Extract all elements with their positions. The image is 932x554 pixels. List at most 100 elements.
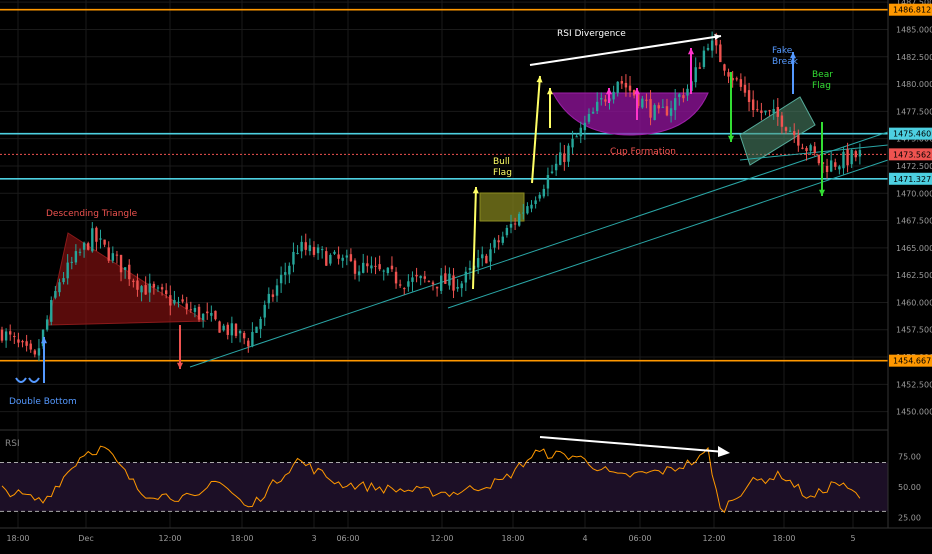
- rsi-divergence-line: [539, 436, 726, 453]
- candle-body: [193, 308, 197, 312]
- price-tick-label: 1450.000: [896, 408, 932, 417]
- candle-body: [554, 163, 558, 171]
- candle-body: [559, 152, 562, 165]
- candle-body: [99, 238, 102, 240]
- candle-body: [583, 122, 587, 131]
- bull-flag-label-line1: Bull: [493, 157, 510, 167]
- rsi-title: RSI: [5, 439, 20, 449]
- rsi-divergence-price-arrow: [529, 35, 722, 66]
- candle-body: [751, 99, 755, 111]
- bull-flag-label-line2: Flag: [493, 168, 512, 178]
- candle-body: [846, 149, 849, 166]
- candle-body: [415, 274, 418, 277]
- candle-body: [242, 332, 246, 339]
- bear-flag-shape: [739, 96, 816, 166]
- candle-body: [530, 204, 533, 209]
- candle-body: [128, 264, 131, 280]
- candle-body: [756, 109, 759, 111]
- price-tick-label: 1485.000: [896, 25, 932, 34]
- cup-formation-label: Cup Formation: [610, 147, 676, 157]
- candle-body: [534, 200, 537, 205]
- candle-body: [345, 255, 348, 258]
- candle-body: [111, 253, 115, 261]
- rsi-tick-label: 75.00: [898, 452, 921, 461]
- candle-body: [678, 94, 681, 97]
- candle-body: [58, 282, 61, 293]
- candle-body: [394, 271, 398, 284]
- candle-body: [382, 270, 385, 272]
- candle-body: [173, 299, 176, 304]
- candle-body: [132, 280, 135, 282]
- candle-body: [686, 88, 689, 96]
- candle-body: [440, 275, 443, 291]
- rsi-divergence-arrowhead: [718, 446, 730, 457]
- candle-body: [4, 331, 8, 341]
- time-tick-label: 06:00: [628, 534, 651, 543]
- time-tick-label: Dec: [78, 534, 93, 543]
- fake-break-arrow-head: [789, 52, 797, 59]
- candle-body: [776, 107, 779, 117]
- candle-body: [398, 284, 402, 286]
- candle-body: [793, 131, 796, 135]
- candle-body: [497, 240, 500, 243]
- candle-body: [374, 265, 377, 267]
- candle-body: [189, 309, 193, 311]
- drop-arrow-1-head: [727, 135, 735, 142]
- channel-line-lower: [447, 159, 889, 309]
- time-tick-label: 12:00: [158, 534, 181, 543]
- candle-body: [850, 149, 853, 165]
- candle-body: [550, 171, 554, 173]
- horizontal-levels: [0, 8, 888, 362]
- candle-body: [435, 286, 439, 289]
- cup-left-arrow-head: [546, 88, 554, 95]
- candle-body: [201, 313, 205, 321]
- candle-body: [74, 251, 78, 263]
- bull-flag-arrow-2-head: [536, 76, 543, 83]
- candle-body: [489, 249, 492, 262]
- candle-body: [70, 261, 73, 263]
- price-tag-box: [889, 172, 932, 185]
- candle-body: [337, 254, 340, 259]
- candle-body: [357, 271, 361, 276]
- price-axis[interactable]: 1450.0001452.5001455.0001457.5001460.000…: [896, 0, 932, 417]
- candle-body: [464, 271, 468, 283]
- candle-body: [657, 105, 660, 109]
- time-tick-label: 4: [582, 534, 587, 543]
- candle-body: [82, 242, 86, 250]
- candle-body: [78, 251, 82, 253]
- candle-body: [813, 146, 816, 154]
- candle-body: [263, 304, 266, 318]
- bull-flag-arrow-1-head: [472, 187, 479, 194]
- candle-body: [575, 136, 578, 138]
- candle-body: [152, 283, 156, 288]
- time-tick-label: 18:00: [6, 534, 29, 543]
- candle-body: [669, 108, 673, 116]
- candle-body: [518, 213, 521, 226]
- candle-body: [214, 310, 217, 320]
- candle-body: [123, 267, 127, 270]
- descending-triangle-label: Descending Triangle: [46, 209, 138, 219]
- candle-body: [54, 291, 57, 298]
- rsi-band: [0, 462, 888, 512]
- candle-body: [353, 260, 357, 274]
- time-tick-label: 3: [311, 534, 316, 543]
- candle-body: [649, 99, 652, 118]
- time-tick-label: 12:00: [430, 534, 453, 543]
- candle-body: [784, 127, 788, 131]
- time-tick-label: 18:00: [501, 534, 524, 543]
- candle-body: [296, 252, 299, 254]
- candle-body: [329, 254, 332, 264]
- candle-body: [587, 113, 591, 122]
- candle-body: [542, 188, 546, 197]
- bear-flag-label-line2: Flag: [812, 81, 831, 91]
- candle-body: [719, 44, 722, 63]
- candle-body: [834, 162, 837, 167]
- candle-body: [604, 99, 607, 102]
- candle-body: [710, 40, 714, 51]
- rsi-axis[interactable]: 25.00 50.00 75.00: [898, 452, 921, 522]
- annotation-arrows: [15, 33, 826, 383]
- time-axis[interactable]: 18:00 Dec 12:00 18:00 3 06:00 12:00 18:00 4 06:00…: [6, 534, 855, 543]
- price-tick-label: 1460.000: [896, 298, 932, 307]
- price-tag-box: [889, 148, 932, 161]
